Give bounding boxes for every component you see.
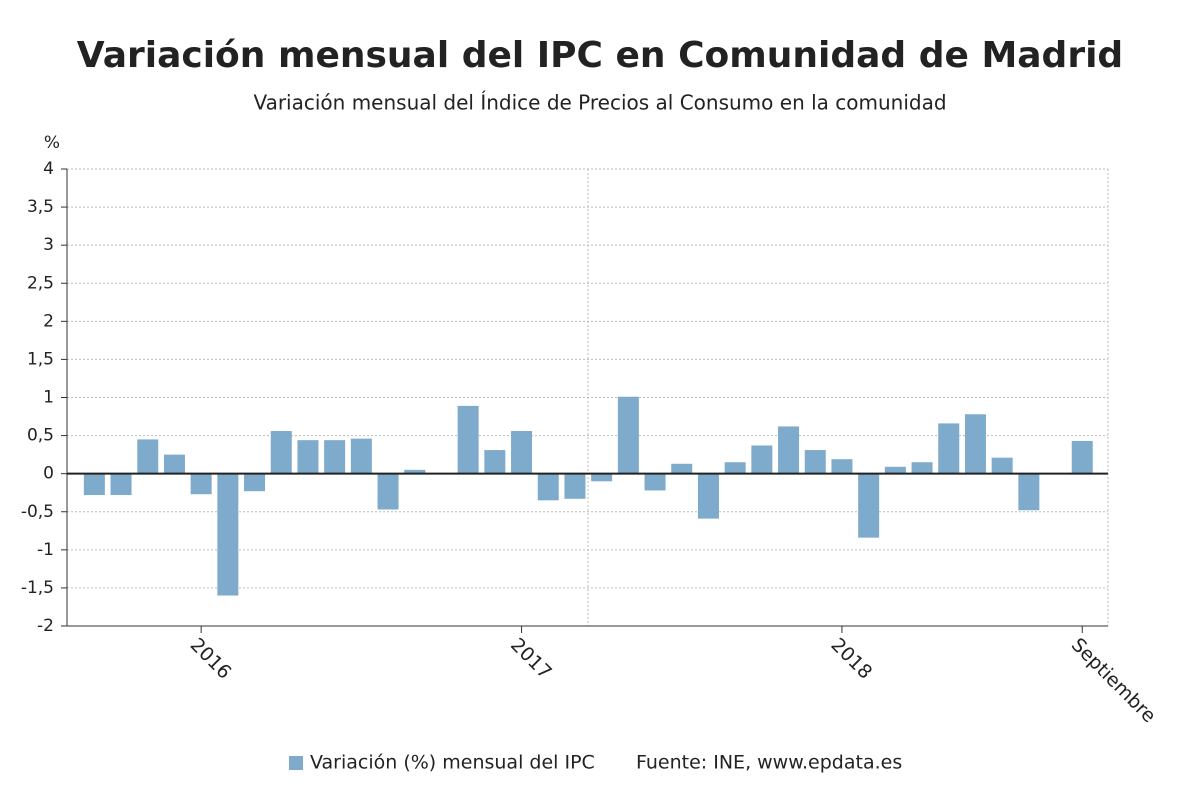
- bar: [751, 445, 773, 474]
- bar: [1071, 440, 1093, 474]
- bar: [324, 440, 346, 474]
- bar: [270, 431, 292, 474]
- x-tick-label: 2016: [186, 634, 236, 684]
- legend-swatch: [289, 756, 303, 770]
- y-tick-label: -1: [37, 540, 54, 560]
- y-tick-label: -2: [37, 616, 54, 636]
- y-tick-label: 1,5: [27, 349, 54, 369]
- bar: [244, 473, 266, 492]
- y-tick-label: 1: [43, 388, 54, 408]
- bar: [964, 414, 986, 474]
- bar: [884, 466, 906, 474]
- bar: [377, 473, 399, 510]
- x-tick-label: Septiembre: [1067, 634, 1160, 727]
- bar: [511, 431, 533, 474]
- bar: [858, 473, 880, 538]
- bar: [911, 462, 933, 474]
- chart-title: Variación mensual del IPC en Comunidad d…: [77, 35, 1123, 76]
- bar: [778, 426, 800, 474]
- y-tick-label: -0,5: [21, 502, 54, 522]
- bar: [831, 459, 853, 474]
- bar: [484, 450, 506, 474]
- bar: [217, 473, 239, 596]
- bar: [938, 423, 960, 474]
- bar: [163, 454, 185, 474]
- y-tick-label: 0: [43, 464, 54, 484]
- bar: [697, 473, 719, 519]
- bar: [137, 439, 159, 474]
- bar: [190, 473, 212, 495]
- y-tick-label: 3: [43, 235, 54, 255]
- bar: [404, 469, 426, 474]
- bar: [457, 405, 479, 474]
- bar: [671, 463, 693, 474]
- bar: [297, 440, 319, 474]
- bar: [724, 462, 746, 474]
- y-tick-label: 4: [43, 159, 54, 179]
- bar: [110, 473, 132, 495]
- y-tick-label: -1,5: [21, 578, 54, 598]
- y-tick-label: 2: [43, 311, 54, 331]
- source: Fuente: INE, www.epdata.es: [636, 752, 902, 774]
- chart-subtitle: Variación mensual del Índice de Precios …: [253, 91, 946, 115]
- y-axis-label: %: [44, 133, 60, 153]
- bar: [644, 473, 666, 491]
- bar: [617, 396, 639, 474]
- bar: [564, 473, 586, 499]
- y-tick-label: 2,5: [27, 273, 54, 293]
- bar: [591, 473, 613, 482]
- bar: [991, 457, 1013, 474]
- bar: [1018, 473, 1040, 511]
- bar: [350, 438, 372, 474]
- y-tick-label: 0,5: [27, 426, 54, 446]
- x-tick-label: 2018: [827, 634, 877, 684]
- legend-label: Variación (%) mensual del IPC: [310, 752, 595, 774]
- bar: [804, 450, 826, 474]
- x-tick-label: 2017: [506, 634, 556, 684]
- bar: [537, 473, 559, 501]
- bar: [83, 473, 105, 495]
- y-tick-label: 3,5: [27, 197, 54, 217]
